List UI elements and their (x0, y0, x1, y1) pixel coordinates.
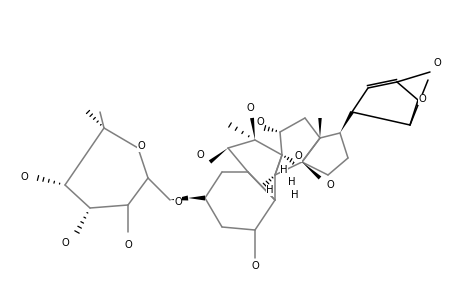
Text: O: O (124, 240, 132, 250)
Polygon shape (250, 118, 254, 140)
Text: H: H (291, 190, 298, 200)
Polygon shape (188, 196, 205, 200)
Text: O: O (196, 150, 203, 160)
Text: O: O (61, 238, 69, 248)
Text: O: O (432, 58, 440, 68)
Text: H: H (288, 177, 295, 187)
Polygon shape (302, 162, 321, 179)
Text: H: H (280, 165, 287, 175)
Text: O: O (417, 94, 425, 104)
Text: O: O (251, 261, 258, 271)
Text: O: O (293, 151, 301, 161)
Text: O: O (246, 103, 253, 113)
Polygon shape (339, 111, 353, 133)
Polygon shape (170, 196, 188, 200)
Text: O: O (20, 172, 28, 182)
Polygon shape (208, 148, 228, 164)
Text: O: O (174, 197, 181, 207)
Text: O: O (256, 117, 263, 127)
Text: O: O (325, 180, 333, 190)
Text: O: O (137, 141, 145, 151)
Text: H: H (266, 185, 273, 195)
Polygon shape (318, 118, 321, 138)
